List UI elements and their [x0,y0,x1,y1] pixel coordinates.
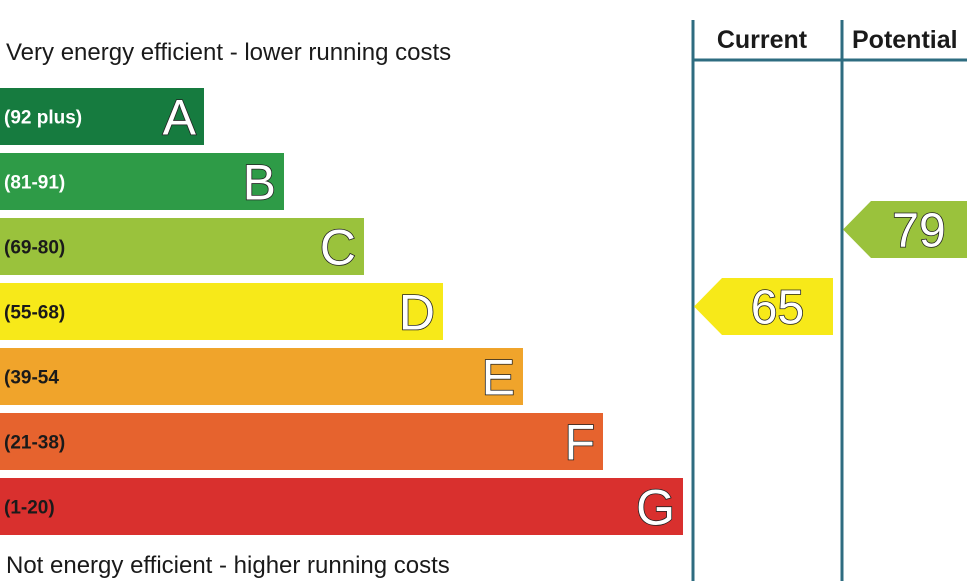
current-column-header: Current [717,26,808,54]
potential-rating-value: 79 [892,205,945,258]
current-rating-indicator: 65 [694,278,833,335]
band-letter: F [564,415,595,471]
band-range-label: (39-54 [4,368,59,389]
potential-rating-arrow [843,201,967,258]
potential-rating-indicator: 79 [843,201,967,258]
band-a: (92 plus) A [0,88,204,146]
current-rating-arrow [694,278,833,335]
top-caption: Very energy efficient - lower running co… [6,39,451,66]
potential-column-header: Potential [852,26,958,54]
current-rating-value: 65 [751,282,804,335]
band-f: (21-38) F [0,413,603,471]
band-range-label: (1-20) [4,498,55,519]
band-bar-g [0,478,683,535]
band-letter: D [399,285,435,341]
band-bar-d [0,283,443,340]
band-e: (39-54 E [0,348,523,406]
band-letter: B [243,155,276,211]
band-bar-a [0,88,204,145]
band-bar-f [0,413,603,470]
band-letter: G [636,480,675,536]
band-d: (55-68) D [0,283,443,341]
band-g: (1-20) G [0,478,683,536]
band-bar-b [0,153,284,210]
band-bar-c [0,218,364,275]
bottom-caption: Not energy efficient - higher running co… [6,552,450,579]
band-range-label: (92 plus) [4,108,82,129]
band-range-label: (81-91) [4,173,65,194]
band-letter: E [482,350,515,406]
column-dividers [691,20,967,581]
band-c: (69-80) C [0,218,364,276]
band-range-label: (21-38) [4,433,65,454]
rating-bands: (92 plus) A (81-91) B (69-80) C (55-68) D (39-54… [0,88,683,536]
band-bar-e [0,348,523,405]
band-letter: A [163,90,197,146]
band-letter: C [320,220,356,276]
rating-indicators: 65 79 [694,201,967,335]
band-range-label: (55-68) [4,303,65,324]
band-range-label: (69-80) [4,238,65,259]
band-b: (81-91) B [0,153,284,211]
